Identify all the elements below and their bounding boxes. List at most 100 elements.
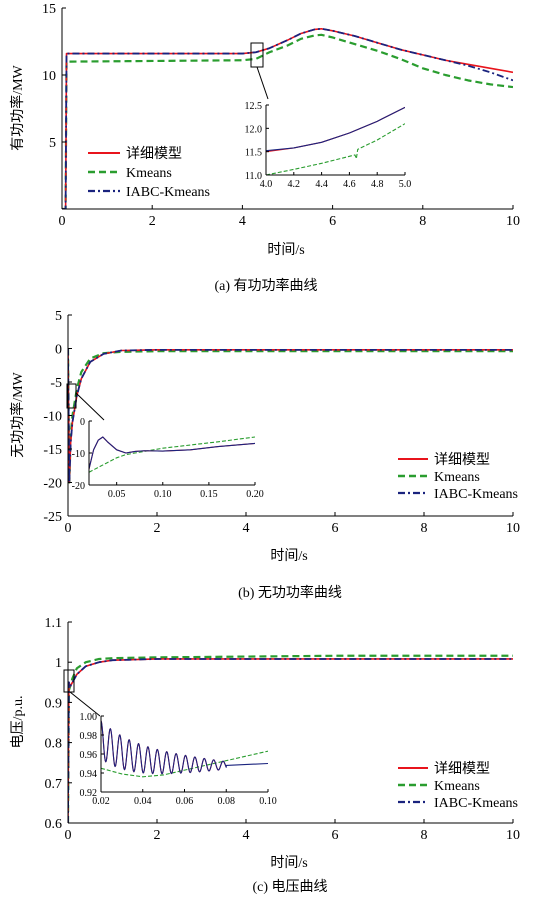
series-line-1 [68,348,513,484]
inset-series-line-1 [266,123,405,175]
inset-y-tick-label: 0.98 [80,731,98,742]
x-axis-title-voltage: 时间/s [270,855,307,871]
inset-y-tick-label: 12.0 [245,124,263,135]
x-tick-label: 10 [506,828,520,843]
x-tick-label: 6 [332,521,339,536]
y-axis-title-active-power: 有功功率/MW [9,64,26,150]
zoom-connector [75,392,105,421]
inset-plot: 4.0 4.2 4.4 4.6 4.8 5.0 11.0 11.5 12.0 12.5 [245,101,412,190]
series-group [62,27,513,209]
inset-background [266,105,405,175]
legend-label-1: Kmeans [434,470,480,485]
zoom-box [66,383,77,409]
legend-label-1: Kmeans [434,779,480,794]
x-tick-label: 2 [154,521,161,536]
zoom-box [250,42,264,68]
x-tick-label: 10 [506,521,520,536]
y-tick-label: -20 [43,477,62,492]
y-axis-title-voltage: 电压/p.u. [10,696,26,749]
series-line-2 [68,348,513,484]
y-axis-title-reactive-power: 无功功率/MW [9,371,26,457]
x-tick-label: 4 [243,521,250,536]
x-tick-label: 2 [149,214,156,229]
y-tick-label: 0.8 [45,737,63,752]
inset-x-tick-label: 0.02 [92,796,110,807]
inset-series-group [101,720,268,778]
inset-x-tick-label: 0.10 [154,489,172,500]
inset-series-line-2 [101,720,268,775]
legend-label-2: IABC-Kmeans [434,487,518,502]
y-tick-label: 0.7 [45,777,63,792]
inset-series-line-2 [89,436,255,470]
inset-x-tick-label: 5.0 [399,179,412,190]
inset-x-tick-label: 0.10 [259,796,277,807]
x-axis-title-active-power: 时间/s [267,242,304,258]
inset-series-line-1 [101,750,268,778]
y-tick-label: 15 [42,2,56,17]
inset-series-group [266,106,405,175]
inset-y-tick-label: -10 [72,449,85,460]
y-tick-label: 0.9 [45,696,63,711]
inset-x-tick-label: 0.04 [134,796,152,807]
y-tick-label: 10 [42,69,56,84]
y-tick-label: 5 [55,309,62,324]
y-tick-label: -10 [43,410,62,425]
caption-reactive-power: (b) 无功功率曲线 [238,584,342,601]
series-line-2 [68,658,513,823]
inset-y-tick-label: 1.00 [80,712,98,723]
zoom-connector [256,66,269,100]
legend-label-2: IABC-Kmeans [126,185,210,200]
inset-y-tick-label: 11.0 [245,171,262,182]
inset-x-tick-label: 0.06 [176,796,194,807]
y-tick-label: 1 [55,656,62,671]
y-tick-label: -15 [43,443,62,458]
inset-x-tick-label: 0.05 [108,489,126,500]
inset-y-tick-label: -20 [72,481,85,492]
inset-x-tick-label: 4.2 [288,179,301,190]
x-tick-label: 0 [59,214,66,229]
series-group [68,654,513,823]
inset-background [101,716,268,792]
y-tick-label: 0 [55,343,62,358]
inset-series-line-1 [89,436,255,473]
inset-series-group [89,436,255,473]
legend-label-0: 详细模型 [434,761,490,777]
inset-x-tick-label: 0.15 [200,489,218,500]
y-tick-label: 1.1 [45,616,63,631]
legend-label-0: 详细模型 [126,146,182,162]
x-tick-label: 0 [65,828,72,843]
y-tick-label: -5 [50,376,62,391]
zoom-box [63,669,75,693]
inset-y-tick-label: 0.96 [80,750,98,761]
inset-x-tick-label: 4.0 [260,179,273,190]
legend-label-1: Kmeans [126,166,172,181]
x-tick-label: 0 [65,521,72,536]
x-tick-label: 8 [419,214,426,229]
inset-y-tick-label: 0.92 [80,788,98,799]
y-tick-label: -25 [43,510,62,525]
x-tick-label: 4 [239,214,246,229]
panel-reactive-power: (b) 无功功率曲线 时间/s 无功功率/MW 0 2 4 6 8 10 -25 -20 -15… [9,309,520,601]
y-tick-label: 5 [49,136,56,151]
x-tick-label: 6 [329,214,336,229]
inset-y-tick-label: 0 [80,417,85,428]
inset-y-tick-label: 0.94 [80,769,98,780]
inset-series-line-2 [266,106,405,152]
inset-x-tick-label: 0.20 [246,489,264,500]
inset-x-tick-label: 4.6 [343,179,356,190]
x-tick-label: 2 [154,828,161,843]
series-group [68,348,513,484]
caption-active-power: (a) 有功功率曲线 [214,277,317,294]
inset-plot: 0.02 0.04 0.06 0.08 0.10 0.92 0.94 0.96 0.98 1.00 [80,712,277,807]
x-tick-label: 8 [421,828,428,843]
x-axis-title-reactive-power: 时间/s [270,548,307,564]
legend-label-0: 详细模型 [434,452,490,468]
caption-voltage: (c) 电压曲线 [252,879,327,895]
inset-x-tick-label: 4.8 [371,179,384,190]
inset-plot: 0.05 0.10 0.15 0.20 -20 -10 0 [72,417,264,500]
panel-voltage: (c) 电压曲线 时间/s 电压/p.u. 0 2 4 6 8 10 0.6 0.7 0.8 0.… [10,616,520,895]
inset-x-tick-label: 4.4 [315,179,328,190]
inset-y-tick-label: 12.5 [245,101,263,112]
y-tick-label: 0.6 [45,817,63,832]
